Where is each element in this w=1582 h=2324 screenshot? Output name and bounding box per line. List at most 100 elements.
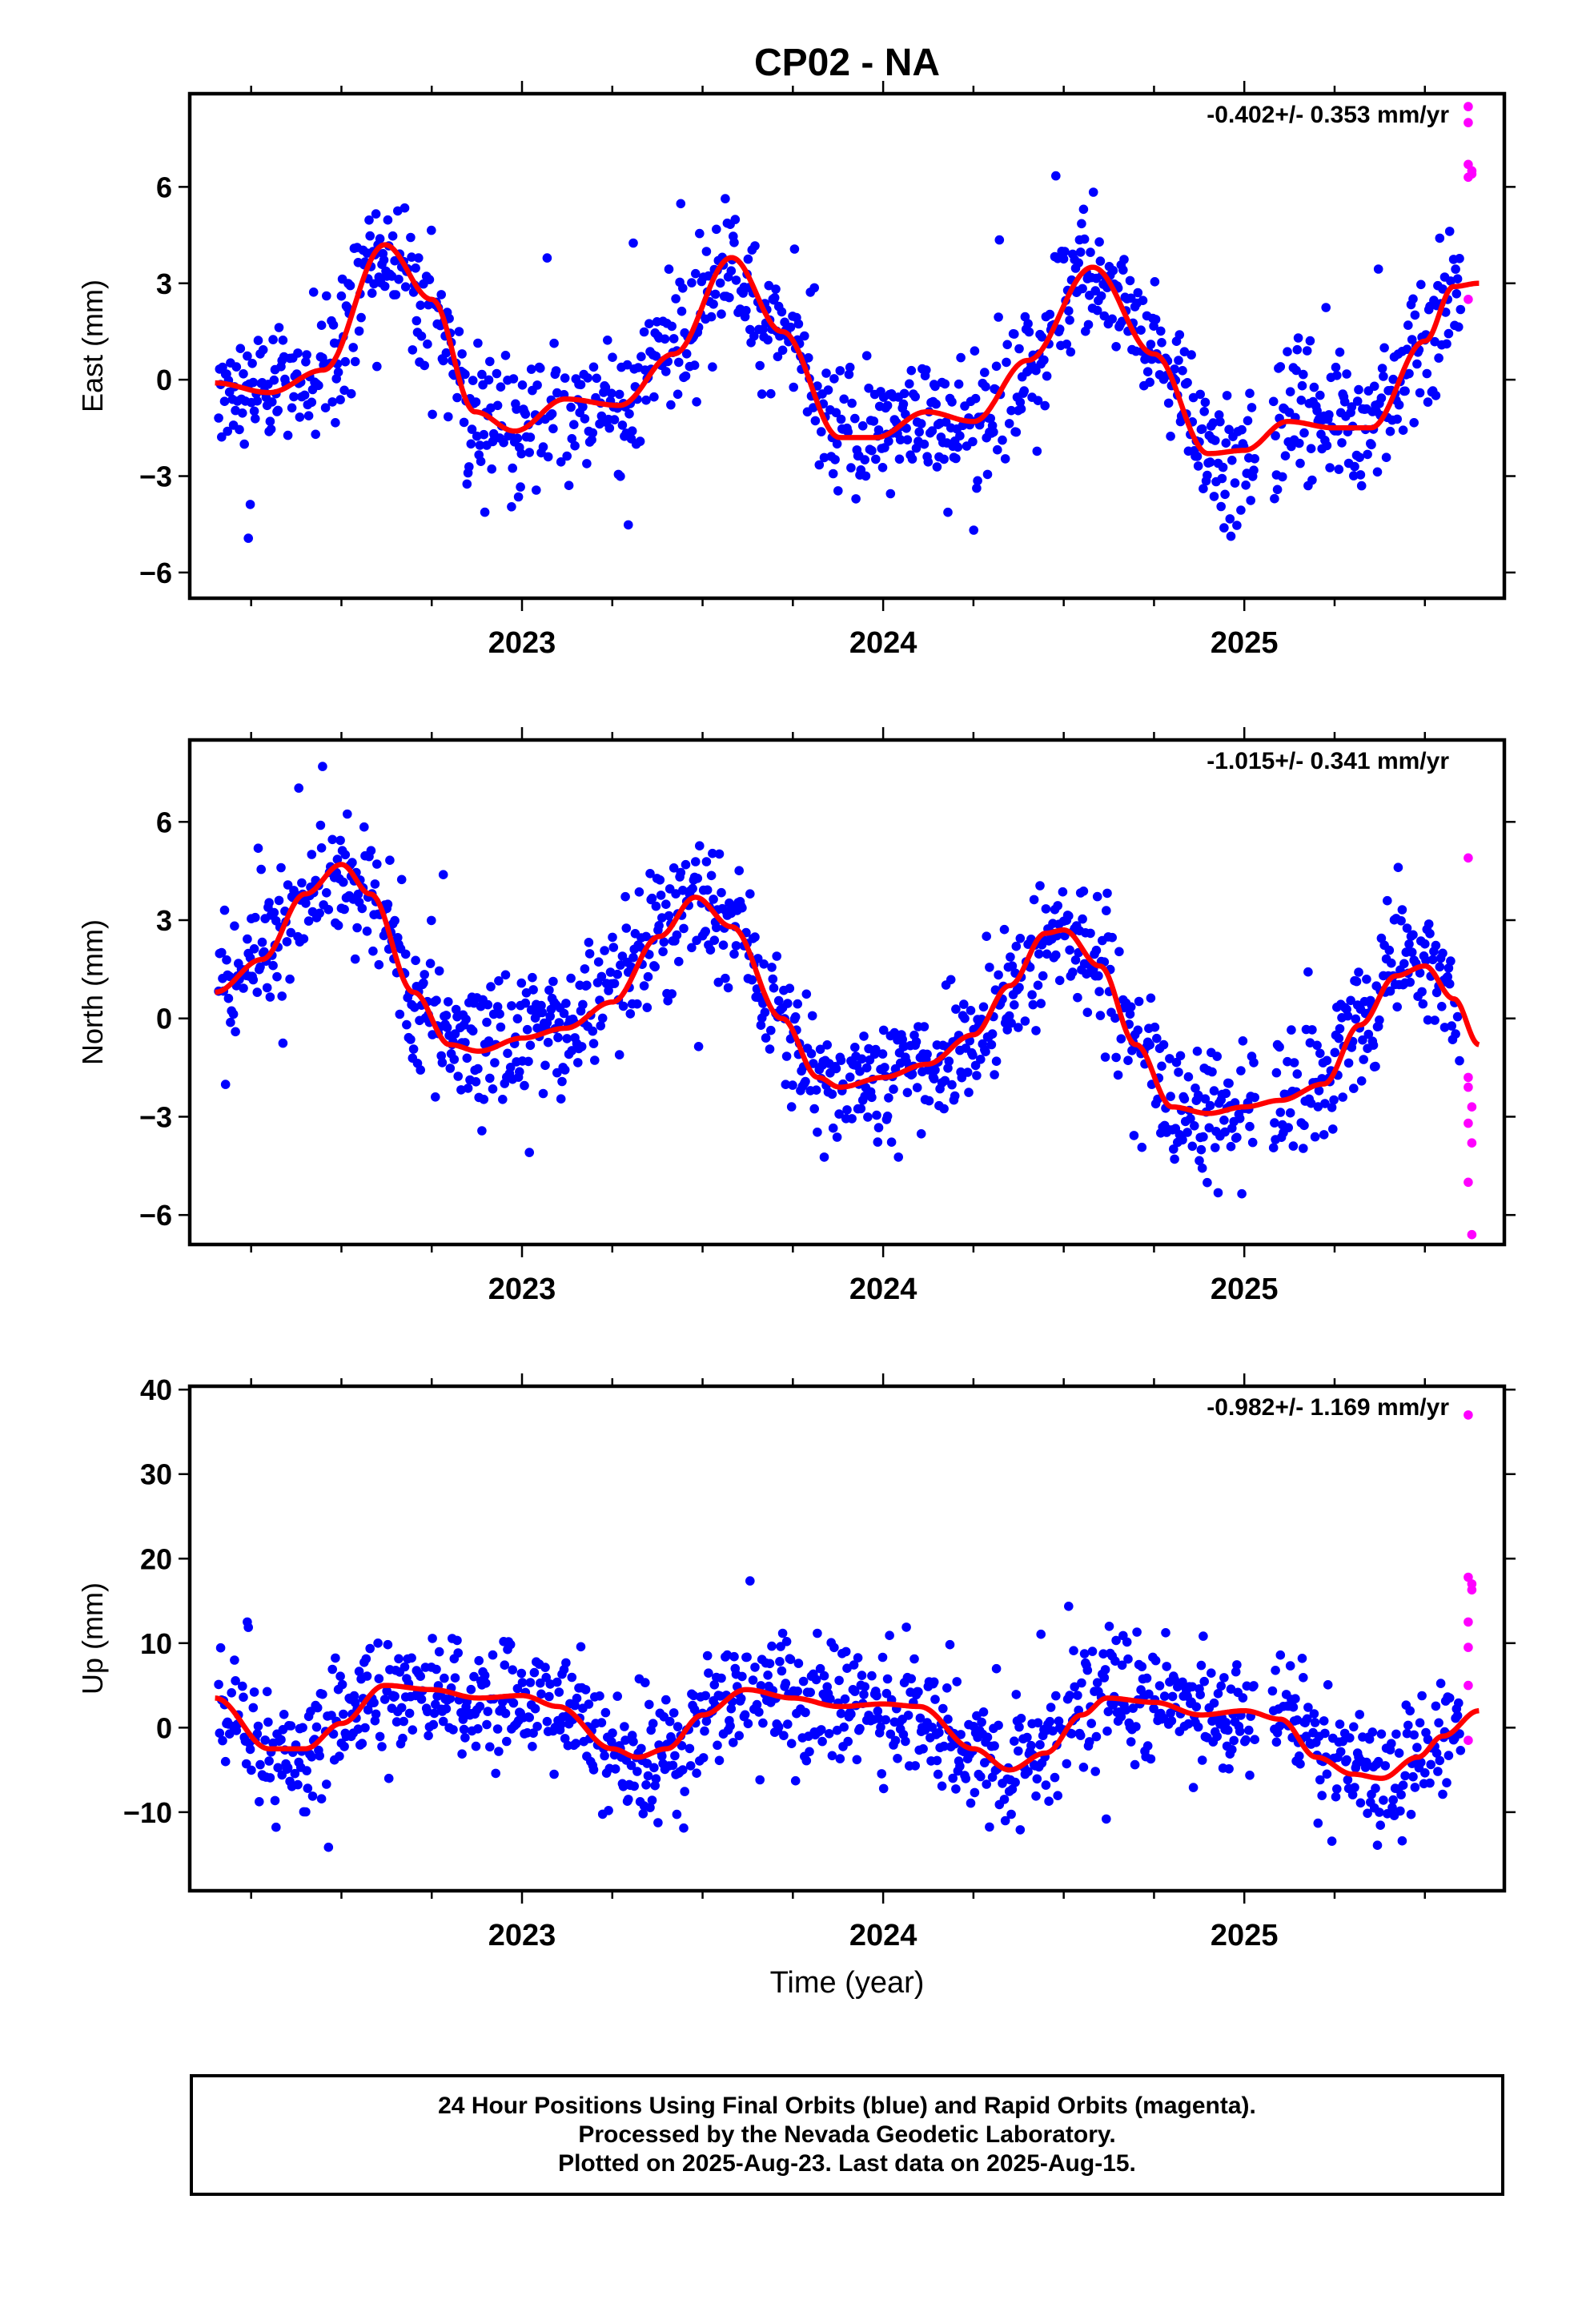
final-orbit-point	[1006, 1809, 1016, 1819]
final-orbit-point	[734, 1731, 744, 1741]
rapid-orbit-point	[1464, 1118, 1473, 1128]
final-orbit-point	[438, 1716, 448, 1727]
final-orbit-point	[1045, 309, 1055, 320]
final-orbit-point	[360, 1723, 370, 1733]
final-orbit-point	[1020, 1016, 1030, 1026]
final-orbit-point	[1452, 274, 1463, 284]
final-orbit-point	[1356, 480, 1367, 491]
final-orbit-point	[1121, 1705, 1131, 1715]
final-orbit-point	[406, 1035, 416, 1044]
final-orbit-point	[1420, 1768, 1430, 1778]
final-orbit-point	[253, 336, 263, 345]
final-orbit-point	[1443, 1751, 1454, 1760]
final-orbit-point	[829, 374, 839, 384]
final-orbit-point	[368, 946, 378, 956]
final-orbit-point	[1170, 364, 1179, 374]
final-orbit-point	[981, 382, 990, 392]
final-orbit-point	[318, 1689, 327, 1699]
final-orbit-point	[709, 935, 720, 945]
final-orbit-point	[1150, 315, 1161, 324]
final-orbit-point	[1193, 1090, 1203, 1100]
final-orbit-point	[860, 455, 869, 464]
final-orbit-point	[710, 289, 721, 300]
final-orbit-point	[1042, 949, 1052, 959]
final-orbit-point	[1236, 505, 1246, 515]
final-orbit-point	[1111, 342, 1121, 352]
final-orbit-point	[1199, 1132, 1208, 1142]
final-orbit-point	[580, 964, 590, 974]
final-orbit-point	[1322, 1055, 1332, 1066]
final-orbit-point	[255, 962, 265, 972]
final-orbit-point	[400, 203, 410, 213]
final-orbit-point	[471, 397, 481, 407]
final-orbit-point	[846, 463, 856, 472]
final-orbit-point	[333, 920, 343, 931]
final-orbit-point	[1223, 1725, 1233, 1735]
final-orbit-point	[549, 1769, 559, 1779]
final-orbit-point	[428, 1719, 439, 1730]
final-orbit-point	[1232, 1132, 1242, 1143]
final-orbit-point	[463, 1084, 473, 1093]
final-orbit-point	[1451, 264, 1460, 274]
final-orbit-point	[485, 1073, 495, 1084]
final-orbit-point	[1179, 347, 1190, 357]
final-orbit-point	[450, 1673, 460, 1683]
final-orbit-point	[264, 1756, 274, 1766]
final-orbit-point	[259, 947, 269, 957]
final-orbit-point	[759, 959, 769, 969]
final-orbit-point	[322, 1779, 331, 1789]
plot-area-north	[214, 762, 1480, 1240]
final-orbit-point	[807, 1011, 817, 1021]
final-orbit-point	[1328, 1124, 1338, 1134]
final-orbit-point	[609, 415, 620, 424]
final-orbit-point	[1249, 1058, 1259, 1068]
final-orbit-point	[283, 430, 293, 440]
final-orbit-point	[731, 941, 741, 951]
final-orbit-point	[823, 385, 833, 395]
final-orbit-point	[517, 1678, 528, 1687]
final-orbit-point	[661, 367, 671, 376]
final-orbit-point	[249, 944, 259, 954]
final-orbit-point	[1221, 1718, 1231, 1727]
final-orbit-point	[767, 963, 777, 972]
final-orbit-point	[374, 959, 384, 970]
final-orbit-point	[1385, 986, 1395, 996]
final-orbit-point	[560, 1065, 570, 1075]
final-orbit-point	[1400, 386, 1410, 396]
final-orbit-point	[452, 1635, 462, 1646]
final-orbit-point	[680, 1787, 689, 1796]
final-orbit-point	[1123, 1055, 1133, 1065]
final-orbit-point	[1394, 1748, 1404, 1758]
final-orbit-point	[616, 960, 625, 970]
final-orbit-point	[616, 472, 625, 481]
final-orbit-point	[508, 463, 517, 473]
final-orbit-point	[496, 1022, 506, 1032]
final-orbit-point	[1227, 1745, 1237, 1755]
final-orbit-point	[217, 947, 227, 958]
final-orbit-point	[1157, 338, 1166, 348]
final-orbit-point	[339, 385, 349, 396]
final-orbit-point	[556, 1094, 566, 1104]
final-orbit-point	[593, 957, 604, 967]
final-orbit-point	[407, 252, 416, 262]
final-orbit-point	[835, 366, 845, 376]
final-orbit-point	[1347, 1790, 1358, 1799]
final-orbit-point	[978, 1002, 989, 1012]
final-orbit-point	[335, 1671, 345, 1681]
final-orbit-point	[580, 1685, 591, 1695]
final-orbit-point	[851, 494, 861, 504]
final-orbit-point	[479, 429, 489, 440]
final-orbit-point	[1343, 1011, 1353, 1021]
final-orbit-point	[1356, 1076, 1367, 1086]
final-orbit-point	[714, 849, 725, 859]
final-orbit-point	[1186, 1114, 1195, 1124]
final-orbit-point	[664, 911, 674, 921]
final-orbit-point	[769, 983, 779, 993]
y-tick-label: 3	[156, 267, 172, 300]
final-orbit-point	[348, 343, 359, 352]
final-orbit-point	[353, 1724, 363, 1734]
final-orbit-point	[307, 1752, 317, 1762]
final-orbit-point	[500, 1708, 511, 1719]
final-orbit-point	[999, 924, 1010, 935]
final-orbit-point	[1426, 1759, 1435, 1770]
